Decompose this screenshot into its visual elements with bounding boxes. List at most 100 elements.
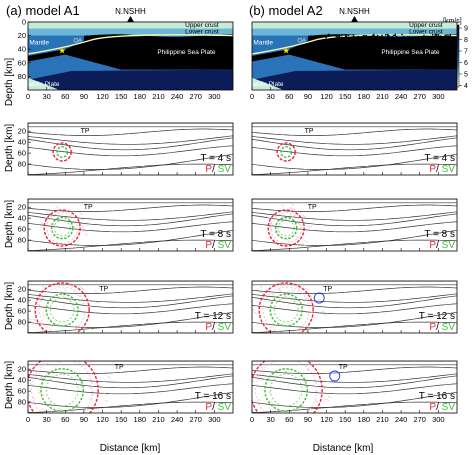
heterogeneity-dot xyxy=(329,35,331,37)
scattered-wave xyxy=(274,346,277,348)
heterogeneity-dot xyxy=(352,37,354,39)
scattered-wave xyxy=(59,339,62,341)
heterogeneity-dot xyxy=(405,37,407,39)
scattered-wave xyxy=(36,430,39,432)
heterogeneity-dot xyxy=(320,37,322,39)
colorbar-tick-label: 4 xyxy=(464,83,468,90)
heterogeneity-dot xyxy=(381,35,383,37)
heterogeneity-dot xyxy=(439,35,441,37)
xlabel-b: Distance [km] xyxy=(313,443,374,454)
scattered-wave xyxy=(74,276,77,278)
x-tick-label: 210 xyxy=(152,415,165,424)
snapshot-a-4: TP0 30 60 90 120 150 180 210 240 270 30020406080T … xyxy=(14,354,233,439)
label-lower-crust: Lower crust xyxy=(185,29,219,36)
x-tick-label: 30 xyxy=(266,415,274,424)
scattered-wave xyxy=(309,428,312,430)
heterogeneity-dot xyxy=(335,36,337,38)
heterogeneity-dot xyxy=(337,36,339,38)
heterogeneity-dot xyxy=(346,36,348,38)
x-tick-label: 180 xyxy=(358,92,371,101)
tp-label: TP xyxy=(305,128,314,135)
x-tick-label: 150 xyxy=(115,92,128,101)
phase-legend: P/ SV xyxy=(429,322,455,333)
heterogeneity-dot xyxy=(449,35,451,37)
scattered-wave xyxy=(70,357,73,359)
x-tick-label: 270 xyxy=(189,415,202,424)
label-oa: OA xyxy=(297,38,306,44)
label-lower-crust: Lower crust xyxy=(409,29,443,36)
time-label: T = 16 s xyxy=(419,391,455,402)
x-tick-label: 30 xyxy=(42,92,50,101)
x-tick-label: 60 xyxy=(61,92,69,101)
heterogeneity-dot xyxy=(419,36,421,38)
heterogeneity-dot xyxy=(377,35,379,37)
x-tick-label: 120 xyxy=(96,415,109,424)
station-triangle-icon xyxy=(351,16,358,22)
label-oa: OA xyxy=(73,38,82,44)
column-model-a2: ★N.NSHHUpper crustLower crustMantlePhili… xyxy=(237,7,457,441)
y-tick-label: 80 xyxy=(18,72,26,81)
x-tick-label: 300 xyxy=(432,415,445,424)
phase-legend: P/ SV xyxy=(429,402,455,413)
scattered-wave xyxy=(62,437,65,439)
y-tick-label: 40 xyxy=(18,376,26,385)
phase-legend-sv: SV xyxy=(442,240,456,251)
heterogeneity-dot xyxy=(385,34,387,36)
velocity-model-a: ★ N.NSHH Upper crustLower crust Mantle Phili… xyxy=(18,7,233,101)
heterogeneity-dot xyxy=(358,37,360,39)
scattered-wave xyxy=(276,414,279,416)
heterogeneity-dot xyxy=(401,34,403,36)
x-tick-label: 240 xyxy=(171,92,184,101)
scattered-wave xyxy=(262,334,265,336)
phase-legend: P/ SV xyxy=(429,240,455,251)
heterogeneity-dot xyxy=(407,36,409,38)
heterogeneity-dot xyxy=(369,36,371,38)
heterogeneity-dot xyxy=(363,35,365,37)
column-model-a1: ★N.NSHHUpper crustLower crustMantlePhili… xyxy=(14,7,233,439)
y-tick-label: 40 xyxy=(18,45,26,54)
scattered-wave xyxy=(72,334,75,336)
heterogeneity-dot xyxy=(434,36,436,38)
station-triangle-icon xyxy=(127,16,134,22)
x-tick-label: 120 xyxy=(320,92,333,101)
scattered-wave xyxy=(47,356,50,358)
y-tick-label: 40 xyxy=(18,138,26,147)
x-tick-label: 150 xyxy=(339,415,352,424)
station-label: N.NSHH xyxy=(339,7,370,16)
time-label: T = 16 s xyxy=(195,391,231,402)
tp-label: TP xyxy=(115,364,124,371)
time-label: T = 12 s xyxy=(195,311,231,322)
ylabel-model: Depth [km] xyxy=(4,58,15,107)
heterogeneity-dot xyxy=(326,34,328,36)
scattered-wave xyxy=(85,358,88,360)
heterogeneity-dot xyxy=(322,35,324,37)
heterogeneity-dot xyxy=(396,36,398,38)
phase-legend-sv: SV xyxy=(442,402,456,413)
colorbar-tick-label: 6 xyxy=(464,60,468,67)
phase-legend-sv: SV xyxy=(218,240,232,251)
scattered-wave xyxy=(316,425,319,427)
velocity-model-b: ★ N.NSHH Upper crustLower crust Mantle Phili… xyxy=(248,7,457,101)
x-tick-label: 300 xyxy=(208,92,221,101)
tp-label: TP xyxy=(84,204,93,211)
x-tick-label: 150 xyxy=(339,92,352,101)
tp-label: TP xyxy=(308,204,317,211)
scattered-wave xyxy=(248,405,251,407)
y-tick-label: 60 xyxy=(18,387,26,396)
x-tick-label: 210 xyxy=(152,92,165,101)
y-tick-label: 80 xyxy=(18,318,26,327)
phase-legend-sv: SV xyxy=(442,164,456,175)
x-tick-label: 240 xyxy=(395,92,408,101)
heterogeneity-dot xyxy=(390,37,392,39)
phase-legend: P/ SV xyxy=(429,164,455,175)
heterogeneity-dot xyxy=(450,34,452,36)
x-tick-label: 300 xyxy=(432,92,445,101)
heterogeneity-dot xyxy=(402,36,404,38)
y-tick-label: 40 xyxy=(18,296,26,305)
x-tick-label: 90 xyxy=(80,92,88,101)
scattered-wave xyxy=(309,355,312,357)
y-tick-label: 60 xyxy=(18,225,26,234)
source-star-icon: ★ xyxy=(282,46,290,56)
label-pacific-plate: Pacific Plate xyxy=(248,81,284,88)
x-tick-label: 120 xyxy=(320,415,333,424)
